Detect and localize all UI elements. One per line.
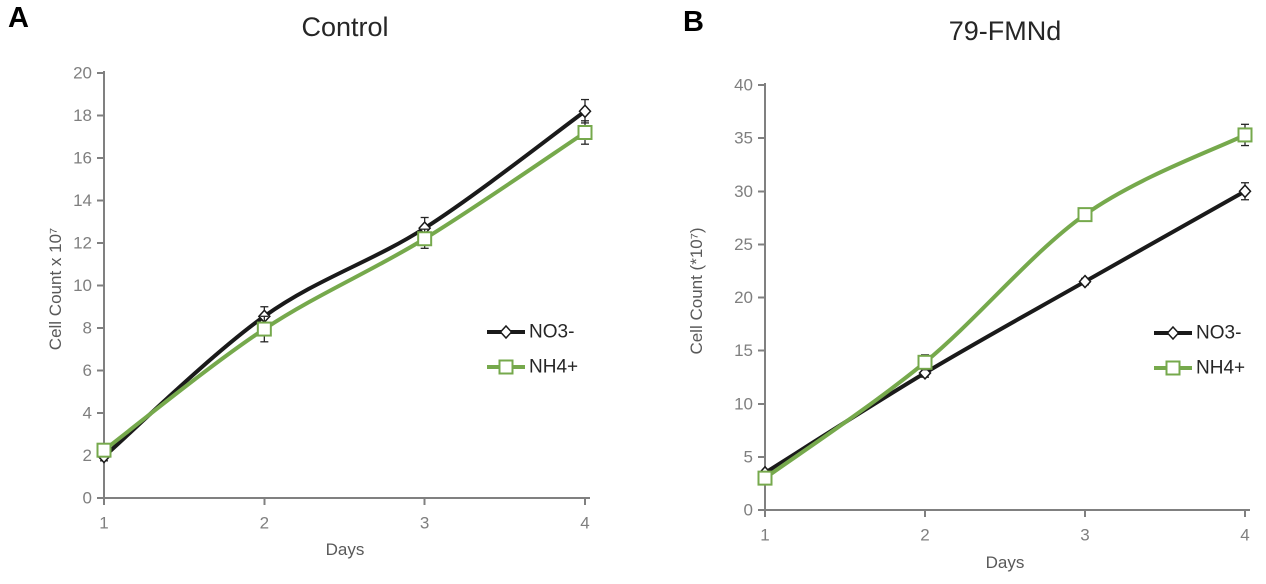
- square-marker: [1077, 207, 1093, 223]
- x-tick-label: 4: [1240, 526, 1249, 545]
- x-tick-label: 1: [99, 514, 108, 533]
- y-tick-label: 25: [734, 235, 753, 254]
- x-tick-label: 2: [260, 514, 269, 533]
- square-marker: [917, 354, 933, 370]
- x-tick-label: 1: [760, 526, 769, 545]
- y-tick-label: 6: [83, 361, 92, 380]
- legend-entry-NH4+: NH4+: [487, 357, 578, 378]
- series-line-NH4+: [102, 130, 587, 453]
- y-tick-label: 0: [83, 489, 92, 508]
- chart-title-a: Control: [301, 12, 389, 42]
- y-tick-label: 8: [83, 319, 92, 338]
- y-tick-label: 14: [73, 191, 92, 210]
- square-marker: [417, 231, 433, 247]
- x-tick-label: 2: [920, 526, 929, 545]
- series-line-NO3-: [102, 109, 587, 459]
- diamond-marker: [1238, 184, 1252, 199]
- legend-label: NH4+: [1196, 358, 1245, 379]
- panel-label-a: A: [8, 2, 29, 34]
- panel-label-b: B: [683, 6, 704, 38]
- legend-entry-NH4+: NH4+: [1154, 358, 1245, 379]
- legend-label: NO3-: [1196, 323, 1241, 344]
- y-tick-label: 35: [734, 129, 753, 148]
- square-marker: [757, 470, 773, 486]
- square-marker: [498, 359, 514, 375]
- square-marker: [1237, 127, 1253, 143]
- y-tick-label: 18: [73, 106, 92, 125]
- x-tick-label: 3: [420, 514, 429, 533]
- series-line-NH4+: [763, 132, 1247, 481]
- x-axis-label-a: Days: [325, 540, 365, 559]
- y-tick-label: 0: [744, 501, 753, 520]
- diamond-marker: [1166, 325, 1180, 341]
- y-tick-label: 5: [744, 447, 753, 466]
- y-tick-label: 2: [83, 446, 92, 465]
- square-marker: [1165, 360, 1181, 376]
- y-tick-label: 20: [734, 288, 753, 307]
- y-tick-label: 16: [73, 149, 92, 168]
- y-tick-label: 10: [734, 394, 753, 413]
- y-tick-label: 4: [83, 404, 92, 423]
- y-tick-label: 30: [734, 182, 753, 201]
- plot-area-b: 0 5 10 15 20 25 30 35 40 1 2 3 4 NO3- NH4+: [734, 76, 1253, 545]
- legend-entry-NO3-: NO3-: [1154, 323, 1241, 344]
- x-tick-label: 4: [580, 514, 589, 533]
- square-marker: [96, 442, 112, 458]
- square-marker: [256, 321, 272, 337]
- square-marker: [577, 125, 593, 140]
- legend-label: NH4+: [529, 357, 578, 378]
- y-tick-label: 10: [73, 276, 92, 295]
- y-tick-label: 15: [734, 341, 753, 360]
- legend-label: NO3-: [529, 322, 574, 343]
- y-tick-label: 40: [734, 76, 753, 95]
- x-tick-label: 3: [1080, 526, 1089, 545]
- y-tick-label: 12: [73, 234, 92, 253]
- y-tick-label: 20: [73, 64, 92, 83]
- legend-entry-NO3-: NO3-: [487, 322, 574, 343]
- diamond-marker: [499, 324, 513, 340]
- diamond-marker: [578, 104, 592, 119]
- diamond-marker: [1078, 274, 1092, 289]
- x-axis-label-b: Days: [985, 553, 1025, 572]
- chart-title-b: 79-FMNd: [948, 16, 1062, 46]
